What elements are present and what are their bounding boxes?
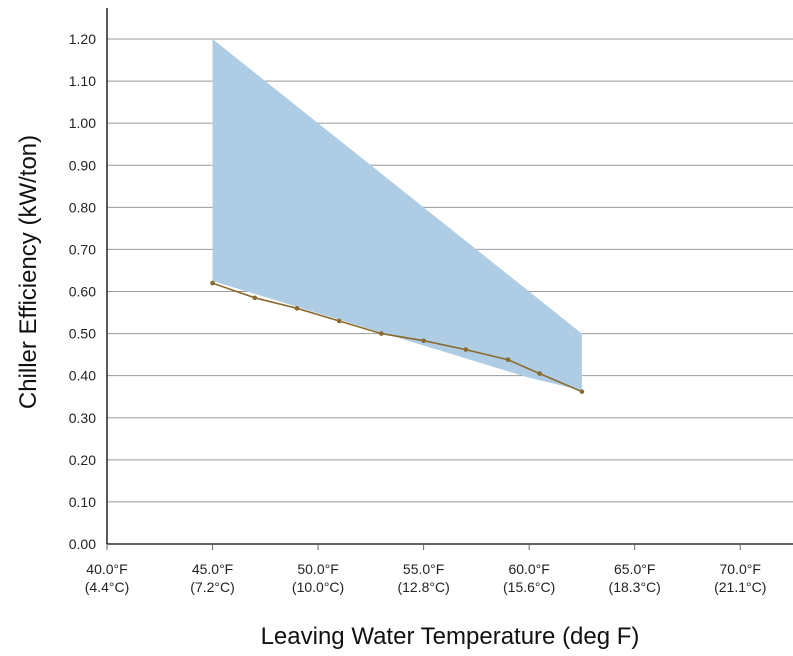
x-tick-label-f-2: 50.0°F: [297, 561, 338, 577]
x-tick-labels: 40.0°F (4.4°C) 45.0°F (7.2°C) 50.0°F (10.0°C)…: [85, 561, 767, 595]
data-point-2: [294, 306, 300, 311]
data-point-4: [379, 331, 384, 336]
y-tick-label-9: 0.90: [69, 157, 96, 173]
data-point-9: [579, 389, 585, 394]
series-line-0: [212, 282, 583, 393]
y-axis-title: Chiller Efficiency (kW/ton): [15, 135, 42, 409]
data-point-0: [210, 280, 215, 286]
x-tick-label-f-3: 55.0°F: [403, 561, 444, 577]
x-tick-label-c-6: (21.1°C): [714, 579, 766, 595]
efficiency-series: [210, 280, 585, 394]
y-tick-label-5: 0.50: [69, 326, 96, 342]
y-tick-label-11: 1.10: [69, 73, 96, 89]
x-tick-label-c-3: (12.8°C): [397, 579, 449, 595]
y-tick-label-10: 1.00: [69, 115, 96, 131]
y-tick-label-0: 0.00: [69, 536, 96, 552]
x-tick-label-f-1: 45.0°F: [192, 561, 233, 577]
efficiency-range-band: [212, 39, 582, 391]
x-tick-label-f-5: 65.0°F: [614, 561, 655, 577]
data-point-3: [336, 318, 342, 324]
y-tick-label-7: 0.70: [69, 241, 96, 257]
x-tick-label-c-1: (7.2°C): [190, 579, 235, 595]
y-tick-label-2: 0.20: [69, 452, 96, 468]
x-tick-label-f-0: 40.0°F: [86, 561, 127, 577]
x-tick-label-c-5: (18.3°C): [609, 579, 661, 595]
data-point-5: [421, 338, 426, 344]
efficiency-band-area: [212, 39, 582, 391]
y-tick-labels: 0.00 0.10 0.20 0.30 0.40 0.50 0.60 0.70 0.80 0.90…: [69, 31, 96, 552]
y-tick-label-6: 0.60: [69, 284, 96, 300]
y-tick-label-3: 0.30: [69, 410, 96, 426]
y-tick-label-4: 0.40: [69, 368, 96, 384]
y-tick-label-12: 1.20: [69, 31, 96, 47]
data-point-1: [252, 295, 258, 301]
x-tick-label-f-4: 60.0°F: [508, 561, 549, 577]
x-tick-label-c-4: (15.6°C): [503, 579, 555, 595]
x-tick-label-c-2: (10.0°C): [292, 579, 344, 595]
axes: [106, 8, 793, 550]
x-tick-label-f-6: 70.0°F: [720, 561, 761, 577]
y-tick-label-8: 0.80: [69, 199, 96, 215]
data-point-8: [537, 371, 543, 376]
x-axis-title: Leaving Water Temperature (deg F): [261, 623, 640, 650]
data-point-7: [505, 357, 511, 362]
x-tick-label-c-0: (4.4°C): [85, 579, 130, 595]
data-point-6: [463, 347, 469, 352]
y-tick-label-1: 0.10: [69, 494, 96, 510]
